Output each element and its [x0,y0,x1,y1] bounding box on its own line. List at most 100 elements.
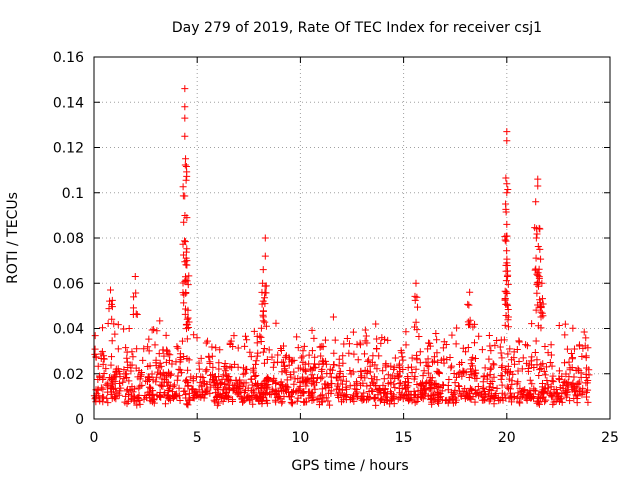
data-point [289,398,297,406]
data-point [511,360,519,368]
data-point [96,397,104,405]
data-point [500,336,508,344]
data-point [133,310,141,318]
data-point [505,369,513,377]
data-point [195,365,203,373]
data-point [109,379,117,387]
data-point [111,330,119,338]
data-point [532,254,540,262]
data-point [145,347,153,355]
data-point [94,362,102,370]
data-point [394,395,402,403]
data-point [153,327,161,335]
data-point [212,344,220,352]
data-point [345,349,353,357]
data-point [235,382,243,390]
data-point [466,320,474,328]
data-point [229,398,237,406]
data-point [277,344,285,352]
data-point [330,361,338,369]
data-point [182,163,190,171]
data-point [404,390,412,398]
data-point [301,360,309,368]
data-point [97,355,105,363]
data-point [215,399,223,407]
data-point [514,389,522,397]
data-point [582,354,590,362]
data-point [149,376,157,384]
data-point [272,379,280,387]
data-point [347,370,355,378]
data-point [130,293,138,301]
data-point [144,388,152,396]
data-point [528,353,536,361]
data-point [361,326,369,334]
data-point [245,392,253,400]
data-point [244,384,252,392]
data-point [164,350,172,358]
data-point [497,349,505,357]
data-point [102,365,110,373]
data-point [368,387,376,395]
data-point [353,340,361,348]
data-point [198,388,206,396]
data-point [220,386,228,394]
data-point [105,374,113,382]
data-point [318,365,326,373]
data-point [380,375,388,383]
data-point [498,381,506,389]
data-point [434,388,442,396]
data-point [99,376,107,384]
data-point [306,365,314,373]
data-point [99,324,107,332]
data-point [236,376,244,384]
data-point [166,371,174,379]
data-point [230,385,238,393]
data-point [561,320,569,328]
data-point [141,391,149,399]
data-point [377,339,385,347]
data-point [372,401,380,409]
data-point [318,373,326,381]
data-point [329,313,337,321]
data-point [285,361,293,369]
data-point [243,366,251,374]
data-point [535,265,543,273]
data-point [108,296,116,304]
data-point [231,360,239,368]
data-point [255,389,263,397]
data-point [133,345,141,353]
data-point [562,379,570,387]
data-point [505,323,513,331]
data-point [189,377,197,385]
data-point [326,401,334,409]
data-point [402,341,410,349]
data-point [190,393,198,401]
data-point [150,396,158,404]
data-point [117,384,125,392]
data-point [544,381,552,389]
data-point [531,348,539,356]
data-point [361,350,369,358]
data-point [268,353,276,361]
data-point [154,368,162,376]
y-tick-label: 0.02 [53,367,84,383]
data-point [575,378,583,386]
data-point [566,397,574,405]
data-point [324,397,332,405]
data-point [466,288,474,296]
data-point [564,381,572,389]
data-point [538,295,546,303]
data-point [462,348,470,356]
data-point [455,360,463,368]
data-point [214,384,222,392]
data-point [262,322,270,330]
data-point [254,394,262,402]
data-point [173,343,181,351]
data-point [540,367,548,375]
data-point [432,330,440,338]
data-point [580,328,588,336]
data-point [258,288,266,296]
data-point [502,205,510,213]
data-point [123,354,131,362]
